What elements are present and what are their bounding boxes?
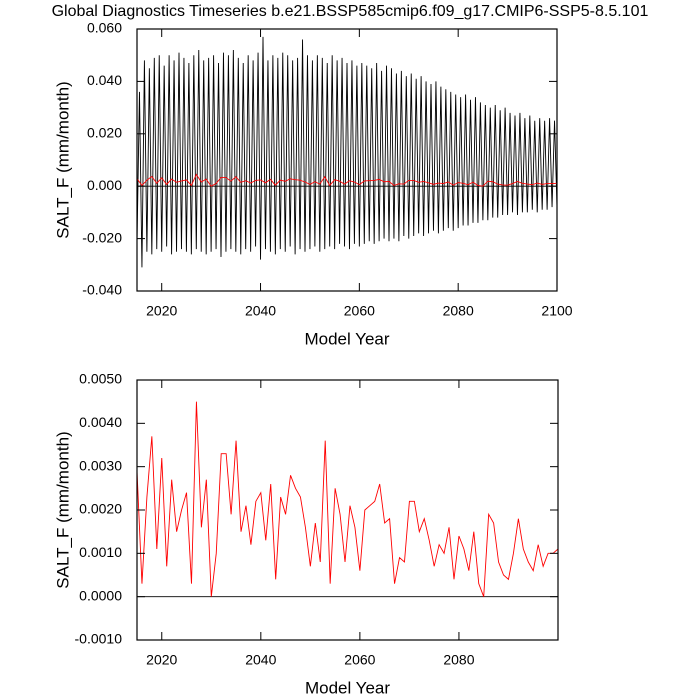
x-tick-label: 2080: [443, 303, 474, 319]
x-tick-label: 2060: [344, 652, 375, 668]
x-tick-label: 2020: [146, 652, 177, 668]
y-tick-label: 0.040: [87, 72, 122, 88]
x-axis-label: Model Year: [304, 329, 389, 348]
x-axis-label: Model Year: [305, 678, 390, 697]
plot-frame: [136, 28, 558, 292]
data-line: [136, 36, 558, 268]
y-tick-label: -0.0010: [75, 631, 123, 647]
chart-title: Global Diagnostics Timeseries b.e21.BSSP…: [52, 3, 649, 20]
y-tick-label: 0.0020: [79, 501, 122, 517]
y-axis-label: SALT_F (mm/month): [53, 81, 72, 238]
x-tick-label: 2100: [541, 303, 572, 319]
y-tick-label: -0.020: [82, 229, 122, 245]
x-tick-label: 2040: [245, 652, 276, 668]
plot-frame: [136, 379, 559, 641]
y-tick-label: 0.0050: [79, 371, 122, 387]
y-tick-label: 0.000: [87, 177, 122, 193]
y-tick-label: 0.060: [87, 20, 122, 36]
y-axis-label: SALT_F (mm/month): [53, 431, 72, 588]
y-tick-label: 0.0000: [79, 587, 122, 603]
y-tick-label: 0.0010: [79, 544, 122, 560]
y-tick-label: -0.040: [82, 282, 122, 298]
x-tick-label: 2040: [245, 303, 276, 319]
x-tick-label: 2060: [344, 303, 375, 319]
data-line: [136, 401, 559, 597]
y-tick-label: 0.020: [87, 125, 122, 141]
x-tick-label: 2080: [443, 652, 474, 668]
x-tick-label: 2020: [146, 303, 177, 319]
data-line: [136, 173, 558, 187]
y-tick-label: 0.0040: [79, 414, 122, 430]
y-tick-label: 0.0030: [79, 457, 122, 473]
